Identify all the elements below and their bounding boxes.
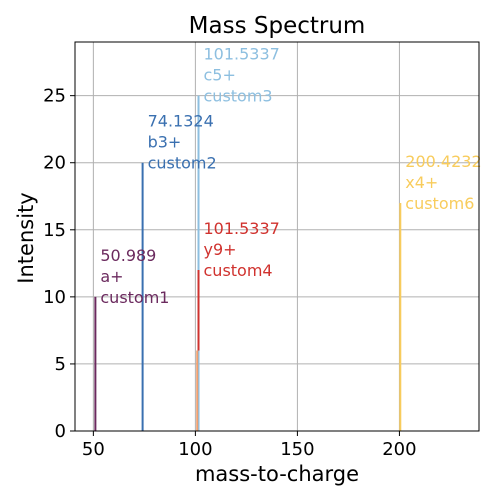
peak-label-line: custom1	[100, 288, 169, 307]
peak-label-line: 200.4232	[405, 152, 481, 171]
peak-label-line: custom2	[148, 154, 217, 173]
peak-label-line: custom6	[405, 194, 474, 213]
x-tick-label: 100	[178, 439, 212, 460]
plot-frame	[74, 41, 480, 432]
peak-label-line: c5+	[204, 66, 236, 85]
peak-label: 101.5337 c5+ custom3	[204, 45, 280, 106]
peak-label-line: 101.5337	[204, 45, 280, 64]
x-tick-label: 200	[382, 439, 416, 460]
y-tick-label: 0	[55, 421, 66, 442]
y-tick-label: 5	[55, 354, 66, 375]
peak-label-line: x4+	[405, 173, 438, 192]
peak-labels: 50.989 a+ custom1 74.1324 b3+ custom2 101.5337…	[100, 45, 481, 307]
peak-label-line: 101.5337	[204, 219, 280, 238]
peak-label-line: custom3	[204, 87, 273, 106]
peak-label-line: 50.989	[100, 246, 156, 265]
y-axis: 0 5 10 15 20 25	[43, 86, 75, 442]
x-axis: 50 100 150 200	[82, 431, 417, 460]
y-tick-label: 10	[43, 287, 66, 308]
chart-title: Mass Spectrum	[189, 13, 366, 39]
y-tick-label: 25	[43, 86, 66, 107]
peak-label: 200.4232 x4+ custom6	[405, 152, 481, 213]
y-tick-label: 15	[43, 220, 66, 241]
y-tick-label: 20	[43, 153, 66, 174]
peak-label: 50.989 a+ custom1	[100, 246, 169, 307]
x-axis-title: mass-to-charge	[195, 462, 359, 486]
peak-label-line: b3+	[148, 133, 182, 152]
y-axis-title: Intensity	[14, 192, 38, 283]
x-tick-label: 150	[280, 439, 314, 460]
peak-label-line: y9+	[204, 240, 237, 259]
peak-label-line: 74.1324	[148, 112, 214, 131]
peaks	[94, 95, 402, 431]
peak-label: 101.5337 y9+ custom4	[204, 219, 280, 280]
peak-label-line: custom4	[204, 261, 273, 280]
x-tick-label: 50	[82, 439, 105, 460]
peak-label-line: a+	[100, 267, 123, 286]
peak-label: 74.1324 b3+ custom2	[148, 112, 217, 173]
